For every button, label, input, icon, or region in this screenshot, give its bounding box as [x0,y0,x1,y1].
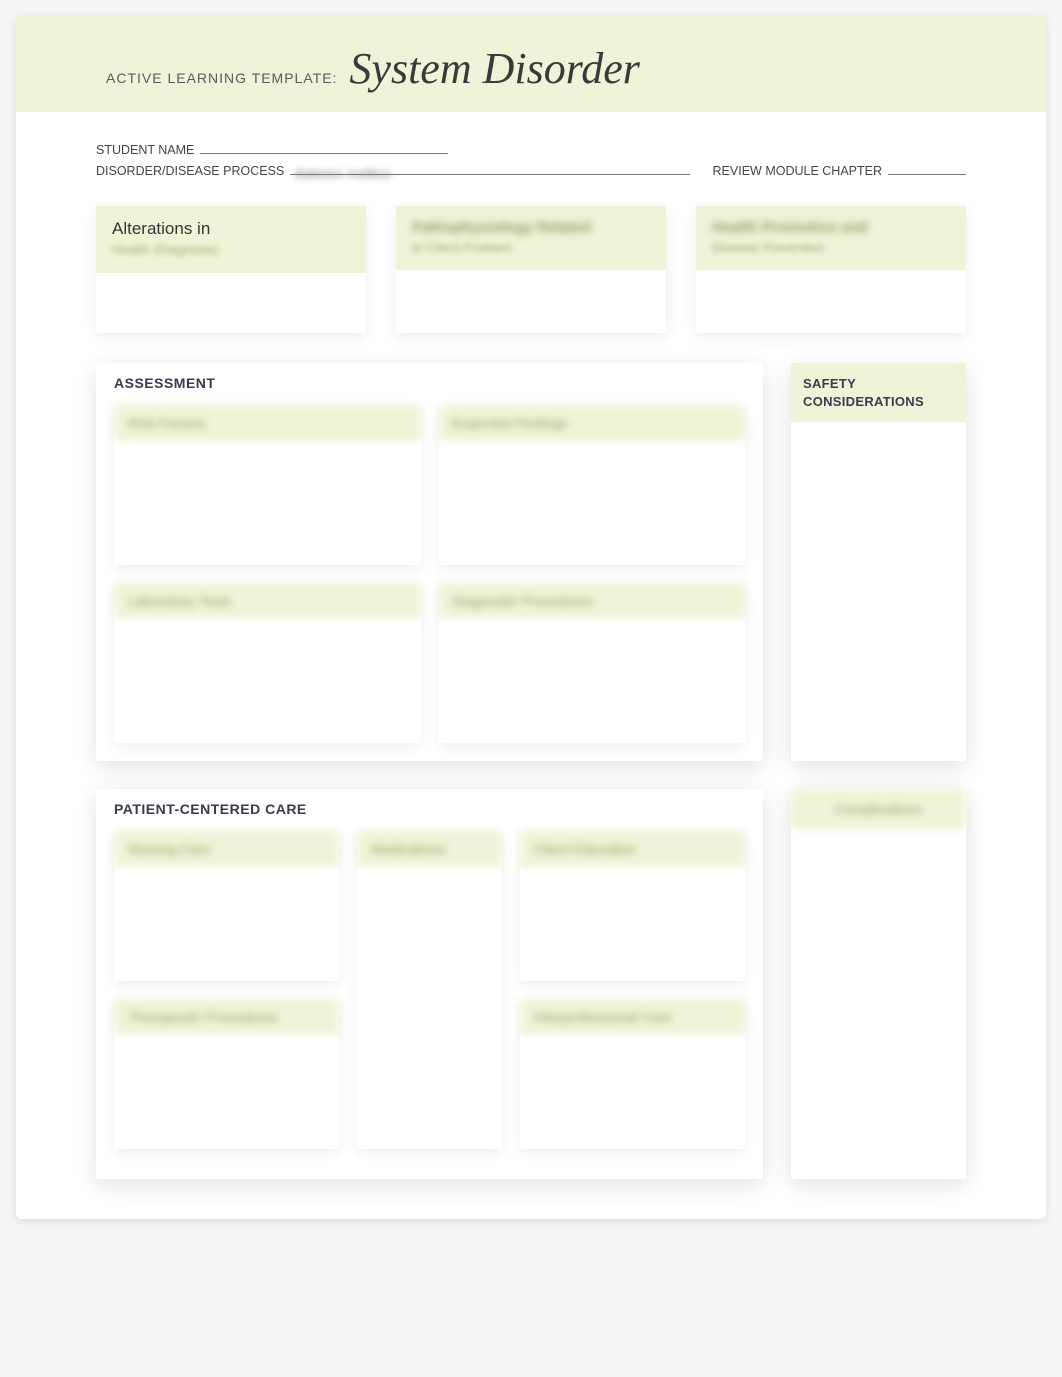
expected-findings-box: Expected Findings [439,405,746,565]
alterations-header: Alterations in Health (Diagnosis) [96,206,366,273]
therapeutic-procedures-box: Therapeutic Procedures [114,999,339,1149]
nursing-care-header: Nursing Care [114,831,339,867]
health-promotion-header: Health Promotion and Disease Prevention [696,206,966,270]
patho-line1: Pathophysiology Related [412,219,591,236]
low-row: PATIENT-CENTERED CARE Nursing Care Thera… [96,789,966,1179]
content-area: Alterations in Health (Diagnosis) Pathop… [16,206,1046,1179]
alterations-body[interactable] [96,273,366,333]
expected-findings-header: Expected Findings [439,405,746,441]
complications-panel: Complications [791,789,966,1179]
interprofessional-care-header: Interprofessional Care [520,999,745,1035]
diagnostic-procedures-header: Diagnostic Procedures [439,583,746,619]
alterations-line1: Alterations in [112,219,210,238]
risk-factors-box: Risk Factors [114,405,421,565]
safety-line2: CONSIDERATIONS [803,394,924,409]
nursing-care-box: Nursing Care [114,831,339,981]
patho-line2: to Client Problem [412,240,650,257]
safety-body[interactable] [791,422,966,742]
meta-block: STUDENT NAME DISORDER/DISEASE PROCESS di… [16,142,1046,206]
header-band: ACTIVE LEARNING TEMPLATE: System Disorde… [16,15,1046,112]
nursing-care-body[interactable] [114,867,339,977]
pathophysiology-header: Pathophysiology Related to Client Proble… [396,206,666,270]
mid-row: ASSESSMENT Risk Factors Expected Finding… [96,363,966,761]
assessment-title: ASSESSMENT [114,375,745,391]
promo-line1: Health Promotion and [712,219,868,236]
safety-line1: SAFETY [803,376,856,391]
page: ACTIVE LEARNING TEMPLATE: System Disorde… [16,15,1046,1219]
pathophysiology-box: Pathophysiology Related to Client Proble… [396,206,666,333]
diagnostic-procedures-box: Diagnostic Procedures [439,583,746,743]
therapeutic-procedures-header: Therapeutic Procedures [114,999,339,1035]
alterations-box: Alterations in Health (Diagnosis) [96,206,366,333]
medications-body[interactable] [357,867,502,1147]
laboratory-tests-body[interactable] [114,619,421,739]
risk-factors-header: Risk Factors [114,405,421,441]
laboratory-tests-box: Laboratory Tests [114,583,421,743]
client-education-body[interactable] [520,867,745,977]
therapeutic-procedures-body[interactable] [114,1035,339,1145]
health-promotion-body[interactable] [696,270,966,330]
review-module-line[interactable] [888,163,966,175]
complications-header: Complications [791,789,966,829]
complications-body[interactable] [791,829,966,1179]
template-title: System Disorder [349,43,639,94]
assessment-panel: ASSESSMENT Risk Factors Expected Finding… [96,363,763,761]
disorder-line[interactable] [290,163,690,175]
interprofessional-care-box: Interprofessional Care [520,999,745,1149]
header: ACTIVE LEARNING TEMPLATE: System Disorde… [106,43,1046,94]
top-row: Alterations in Health (Diagnosis) Pathop… [96,206,966,333]
health-promotion-box: Health Promotion and Disease Prevention [696,206,966,333]
risk-factors-body[interactable] [114,441,421,561]
disorder-row: DISORDER/DISEASE PROCESS diabetes mellit… [96,163,966,178]
pathophysiology-body[interactable] [396,270,666,330]
student-name-label: STUDENT NAME [96,143,194,157]
medications-header: Medications [357,831,502,867]
student-name-row: STUDENT NAME [96,142,966,157]
laboratory-tests-header: Laboratory Tests [114,583,421,619]
client-education-box: Client Education [520,831,745,981]
client-education-header: Client Education [520,831,745,867]
interprofessional-care-body[interactable] [520,1035,745,1145]
expected-findings-body[interactable] [439,441,746,561]
review-module-label: REVIEW MODULE CHAPTER [713,164,882,178]
promo-line2: Disease Prevention [712,240,950,257]
disorder-label: DISORDER/DISEASE PROCESS [96,164,284,178]
diagnostic-procedures-body[interactable] [439,619,746,739]
template-label: ACTIVE LEARNING TEMPLATE: [106,70,337,86]
pcc-title: PATIENT-CENTERED CARE [114,801,745,817]
safety-panel: SAFETY CONSIDERATIONS [791,363,966,761]
medications-box: Medications [357,831,502,1149]
patient-centered-care-panel: PATIENT-CENTERED CARE Nursing Care Thera… [96,789,763,1179]
alterations-line2: Health (Diagnosis) [112,242,350,259]
safety-header: SAFETY CONSIDERATIONS [791,363,966,422]
student-name-line[interactable] [200,142,448,154]
